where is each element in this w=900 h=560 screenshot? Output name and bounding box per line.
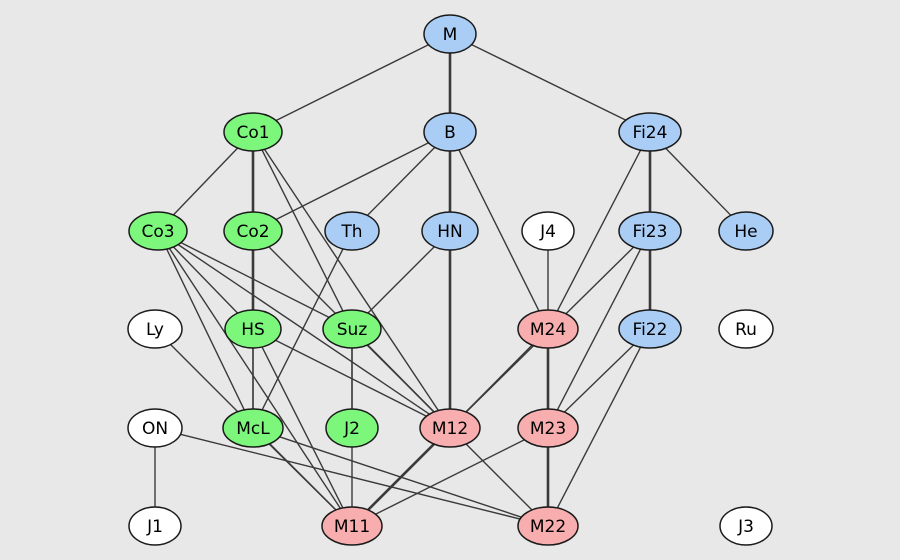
- graph-edge: [275, 43, 430, 122]
- node-shape[interactable]: [419, 408, 481, 448]
- node-shape[interactable]: [618, 112, 682, 152]
- graph-edge: [268, 443, 337, 511]
- node-shape[interactable]: [321, 506, 383, 546]
- node-shape[interactable]: [423, 14, 477, 54]
- graph-node-m[interactable]: M: [423, 14, 477, 54]
- graph-edge: [367, 246, 435, 314]
- graph-edge: [168, 247, 342, 510]
- node-shape[interactable]: [223, 211, 283, 251]
- node-shape[interactable]: [718, 309, 774, 349]
- graph-edge: [366, 146, 436, 217]
- graph-node-m24[interactable]: M24: [517, 309, 579, 349]
- graph-edge: [374, 439, 526, 515]
- node-shape[interactable]: [618, 309, 682, 349]
- graph-node-fi24[interactable]: Fi24: [618, 112, 682, 152]
- graph-edge: [263, 148, 440, 412]
- graph-edge: [465, 344, 533, 413]
- graph-edge: [556, 346, 642, 509]
- graph-node-m23[interactable]: M23: [517, 408, 579, 448]
- node-shape[interactable]: [325, 408, 379, 448]
- node-shape[interactable]: [222, 408, 284, 448]
- node-shape[interactable]: [128, 211, 188, 251]
- graph-node-hs[interactable]: HS: [224, 309, 282, 349]
- node-shape[interactable]: [223, 112, 283, 152]
- graph-edge: [465, 443, 533, 511]
- graph-edge: [275, 142, 430, 221]
- graph-edge: [563, 344, 635, 413]
- graph-edge: [470, 43, 627, 121]
- node-shape[interactable]: [517, 309, 579, 349]
- graph-node-on[interactable]: ON: [127, 408, 183, 448]
- graph-edge: [261, 248, 344, 411]
- graph-node-hn[interactable]: HN: [421, 211, 479, 251]
- node-shape[interactable]: [618, 211, 682, 251]
- graph-node-fi22[interactable]: Fi22: [618, 309, 682, 349]
- graph-node-j3[interactable]: J3: [719, 506, 773, 546]
- node-shape[interactable]: [521, 211, 575, 251]
- node-shape[interactable]: [128, 506, 182, 546]
- graph-edge: [556, 149, 642, 312]
- graph-node-j1[interactable]: J1: [128, 506, 182, 546]
- node-shape[interactable]: [423, 112, 477, 152]
- graph-edge: [366, 442, 436, 512]
- graph-edge: [180, 241, 330, 319]
- node-shape[interactable]: [127, 408, 183, 448]
- graph-node-he[interactable]: He: [718, 211, 774, 251]
- graph-edge: [166, 248, 245, 411]
- graph-edge: [556, 248, 642, 411]
- edge-layer: [154, 43, 732, 520]
- node-shape[interactable]: [421, 211, 479, 251]
- graph-node-co2[interactable]: Co2: [223, 211, 283, 251]
- node-shape[interactable]: [517, 506, 579, 546]
- graph-edge: [458, 149, 540, 312]
- node-shape[interactable]: [718, 211, 774, 251]
- node-shape[interactable]: [517, 408, 579, 448]
- graph-node-co1[interactable]: Co1: [223, 112, 283, 152]
- graph-node-fi23[interactable]: Fi23: [618, 211, 682, 251]
- graph-node-suz[interactable]: Suz: [322, 309, 382, 349]
- graph-edge: [261, 149, 344, 312]
- node-shape[interactable]: [322, 309, 382, 349]
- graph-edge: [172, 147, 239, 216]
- graph-edge: [665, 147, 732, 217]
- graph-node-m12[interactable]: M12: [419, 408, 481, 448]
- graph-edge: [179, 433, 521, 520]
- graph-node-j4[interactable]: J4: [521, 211, 575, 251]
- graph-edge: [177, 243, 431, 415]
- graph-edge: [172, 246, 239, 314]
- graph-node-m11[interactable]: M11: [321, 506, 383, 546]
- node-shape[interactable]: [224, 309, 282, 349]
- node-shape[interactable]: [127, 309, 183, 349]
- graph-node-mcl[interactable]: McL: [222, 408, 284, 448]
- node-shape[interactable]: [719, 506, 773, 546]
- node-shape[interactable]: [324, 211, 380, 251]
- graph-edge: [274, 339, 428, 417]
- graph-node-th[interactable]: Th: [324, 211, 380, 251]
- graph-node-ly[interactable]: Ly: [127, 309, 183, 349]
- graph-edge: [261, 346, 344, 509]
- graph-node-ru[interactable]: Ru: [718, 309, 774, 349]
- graph-node-m22[interactable]: M22: [517, 506, 579, 546]
- graph-node-j2[interactable]: J2: [325, 408, 379, 448]
- graph-node-b[interactable]: B: [423, 112, 477, 152]
- graph-node-co3[interactable]: Co3: [128, 211, 188, 251]
- graph-edge: [367, 344, 435, 413]
